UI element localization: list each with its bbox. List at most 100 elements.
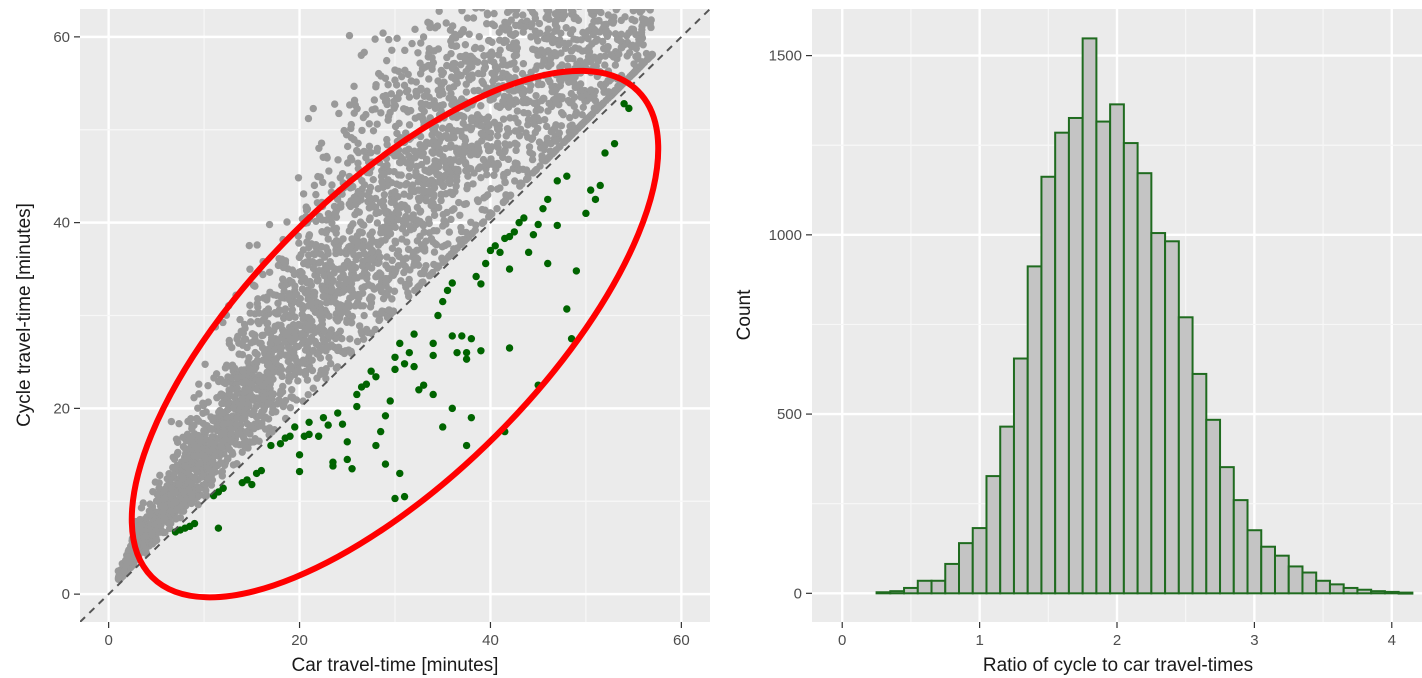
scatter-point-gray bbox=[179, 433, 187, 442]
scatter-point-gray bbox=[537, 0, 544, 5]
scatter-point-gray bbox=[426, 19, 434, 28]
histogram-bar bbox=[1136, 172, 1153, 595]
histogram-bar bbox=[1315, 579, 1331, 595]
scatter-point-gray bbox=[207, 438, 215, 447]
scatter-point-gray bbox=[467, 143, 475, 151]
scatter-point-gray bbox=[472, 9, 480, 12]
scatter-point-gray bbox=[586, 94, 595, 102]
scatter-point-gray bbox=[353, 337, 362, 346]
scatter-point-gray bbox=[479, 218, 488, 226]
scatter-point-gray bbox=[339, 281, 348, 289]
scatter-point-green bbox=[295, 467, 304, 476]
scatter-point-gray bbox=[263, 293, 271, 301]
scatter-point-gray bbox=[285, 289, 294, 298]
scatter-point-green bbox=[434, 311, 442, 320]
scatter-point-gray bbox=[384, 176, 392, 184]
scatter-point-gray bbox=[265, 268, 274, 276]
scatter-point-gray bbox=[612, 9, 620, 14]
scatter-point-gray bbox=[226, 437, 235, 445]
scatter-point-gray bbox=[381, 236, 389, 244]
scatter-point-gray bbox=[142, 532, 150, 540]
histogram-bar bbox=[1342, 586, 1359, 595]
scatter-point-gray bbox=[411, 171, 420, 180]
scatter-point-gray bbox=[560, 39, 569, 47]
scatter-point-gray bbox=[324, 210, 333, 218]
scatter-point-gray bbox=[419, 33, 428, 41]
scatter-point-gray bbox=[300, 274, 309, 283]
scatter-point-gray bbox=[270, 291, 278, 299]
scatter-point-gray bbox=[475, 32, 483, 41]
scatter-point-gray bbox=[542, 122, 551, 131]
scatter-point-gray bbox=[299, 359, 307, 367]
scatter-point-gray bbox=[373, 208, 381, 217]
scatter-point-gray bbox=[594, 102, 603, 110]
scatter-point-gray bbox=[167, 507, 175, 515]
scatter-point-gray bbox=[404, 289, 412, 297]
histogram-y-tick-label: 0 bbox=[794, 585, 802, 602]
scatter-point-gray bbox=[470, 169, 478, 177]
scatter-point-gray bbox=[194, 404, 202, 412]
scatter-point-gray bbox=[437, 66, 445, 75]
scatter-point-gray bbox=[403, 206, 412, 214]
scatter-point-gray bbox=[447, 49, 455, 58]
scatter-point-gray bbox=[570, 78, 578, 87]
scatter-point-gray bbox=[350, 274, 359, 282]
scatter-point-gray bbox=[387, 90, 396, 98]
scatter-point-gray bbox=[364, 280, 373, 289]
scatter-point-gray bbox=[218, 399, 226, 408]
scatter-point-gray bbox=[353, 146, 361, 155]
scatter-point-gray bbox=[552, 98, 560, 106]
scatter-point-gray bbox=[312, 339, 320, 348]
scatter-point-gray bbox=[411, 25, 419, 34]
scatter-point-gray bbox=[477, 122, 486, 130]
scatter-point-gray bbox=[502, 191, 510, 199]
scatter-point-gray bbox=[462, 200, 471, 208]
scatter-point-gray bbox=[370, 285, 378, 293]
scatter-point-gray bbox=[417, 151, 426, 160]
scatter-point-gray bbox=[451, 42, 460, 50]
scatter-point-gray bbox=[286, 403, 295, 412]
scatter-point-gray bbox=[151, 478, 160, 486]
scatter-point-gray bbox=[398, 225, 407, 233]
histogram-bar bbox=[1219, 466, 1235, 595]
scatter-point-gray bbox=[345, 31, 354, 40]
scatter-point-green bbox=[563, 172, 571, 180]
scatter-point-gray bbox=[507, 98, 515, 107]
scatter-point-gray bbox=[455, 198, 463, 207]
scatter-point-gray bbox=[558, 0, 565, 6]
scatter-point-gray bbox=[441, 256, 449, 264]
scatter-point-gray bbox=[303, 290, 311, 298]
scatter-point-gray bbox=[310, 181, 319, 190]
scatter-point-gray bbox=[365, 216, 374, 224]
scatter-point-gray bbox=[425, 93, 433, 101]
scatter-point-gray bbox=[494, 51, 503, 59]
scatter-point-gray bbox=[248, 410, 256, 419]
scatter-point-gray bbox=[372, 80, 380, 89]
scatter-point-gray bbox=[394, 67, 403, 75]
scatter-point-gray bbox=[625, 29, 633, 37]
scatter-point-gray bbox=[383, 161, 391, 169]
scatter-point-gray bbox=[292, 343, 300, 351]
scatter-point-gray bbox=[346, 335, 354, 343]
scatter-point-gray bbox=[406, 266, 414, 274]
scatter-point-gray bbox=[318, 316, 326, 324]
scatter-point-gray bbox=[434, 77, 442, 85]
scatter-point-gray bbox=[287, 326, 295, 334]
scatter-point-gray bbox=[317, 139, 326, 147]
scatter-point-gray bbox=[593, 9, 602, 15]
scatter-point-green bbox=[610, 139, 619, 148]
scatter-point-gray bbox=[431, 100, 439, 109]
scatter-point-gray bbox=[331, 209, 340, 218]
scatter-point-gray bbox=[469, 180, 477, 188]
scatter-point-gray bbox=[125, 546, 133, 554]
scatter-point-gray bbox=[454, 165, 462, 174]
scatter-point-gray bbox=[378, 179, 387, 187]
scatter-point-gray bbox=[452, 182, 460, 190]
scatter-point-gray bbox=[447, 141, 455, 149]
scatter-point-green bbox=[620, 100, 628, 108]
scatter-point-gray bbox=[394, 94, 402, 103]
scatter-point-gray bbox=[501, 196, 510, 204]
scatter-point-green bbox=[534, 220, 542, 229]
scatter-point-green bbox=[329, 458, 337, 466]
histogram-x-tick-label: 2 bbox=[1113, 632, 1121, 649]
